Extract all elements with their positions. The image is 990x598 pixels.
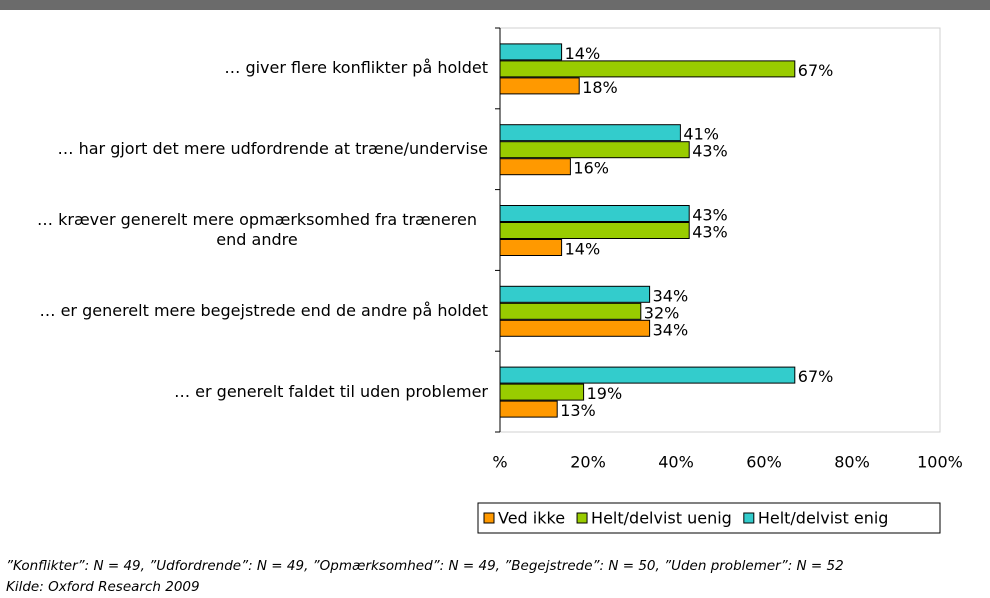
x-tick-label: 80% (834, 453, 870, 472)
value-label: 19% (587, 384, 623, 403)
x-tick-label: 100% (917, 453, 963, 472)
value-label: 32% (644, 303, 680, 322)
bar (499, 141, 690, 159)
legend-swatch (483, 512, 495, 524)
legend-swatch (743, 512, 755, 524)
category-label: … giver flere konflikter på holdet (224, 58, 488, 78)
value-label: 16% (573, 159, 609, 178)
category-label: … er generelt mere begejstrede end de an… (39, 301, 488, 321)
value-label: 13% (560, 401, 596, 420)
legend-swatch (576, 512, 588, 524)
bar (499, 60, 796, 78)
legend-label: Ved ikke (498, 509, 565, 528)
header-band (0, 0, 990, 10)
category-label: … kræver generelt mere opmærksomhed fra … (26, 210, 488, 250)
legend-box (477, 502, 941, 534)
x-tick-label: 40% (658, 453, 694, 472)
value-label: 18% (582, 78, 618, 97)
bar (499, 400, 558, 418)
value-label: 14% (565, 44, 601, 63)
bar (499, 43, 563, 61)
value-label: 43% (692, 206, 728, 225)
bar (499, 124, 681, 142)
bar (499, 383, 585, 401)
x-tick-label: 20% (570, 453, 606, 472)
bar (499, 366, 796, 384)
category-label-text: … er generelt mere begejstrede end de an… (39, 300, 488, 320)
value-label: 67% (798, 61, 834, 80)
bar (499, 285, 651, 303)
category-label: … har gjort det mere udfordrende at træn… (58, 139, 489, 159)
x-tick-label: % (492, 453, 507, 472)
bar (499, 302, 642, 320)
value-label: 41% (683, 125, 719, 144)
legend-label: Helt/delvist uenig (591, 509, 732, 528)
value-label: 34% (653, 320, 689, 339)
category-label-text: … har gjort det mere udfordrende at træn… (57, 139, 489, 159)
bar (499, 222, 690, 239)
category-label-text: … er generelt faldet til uden problemer (174, 381, 488, 401)
footnote: Kilde: Oxford Research 2009 (6, 579, 200, 595)
x-tick-label: 60% (746, 453, 782, 472)
value-label: 67% (798, 367, 834, 386)
bar (499, 158, 571, 176)
value-label: 43% (692, 223, 728, 242)
category-label-text: … kræver generelt mere opmærksomhed fra … (37, 210, 477, 249)
value-label: 34% (653, 286, 689, 305)
category-label: … er generelt faldet til uden problemer (174, 382, 488, 402)
value-label: 14% (565, 240, 601, 259)
value-label: 43% (692, 142, 728, 161)
bar (499, 77, 580, 95)
bar (499, 239, 563, 256)
bar (499, 319, 651, 337)
footnote: ”Konflikter”: N = 49, ”Udfordrende”: N =… (6, 558, 844, 574)
bar (499, 205, 690, 222)
category-label-text: … giver flere konflikter på holdet (224, 58, 488, 78)
legend-label: Helt/delvist enig (758, 509, 889, 528)
